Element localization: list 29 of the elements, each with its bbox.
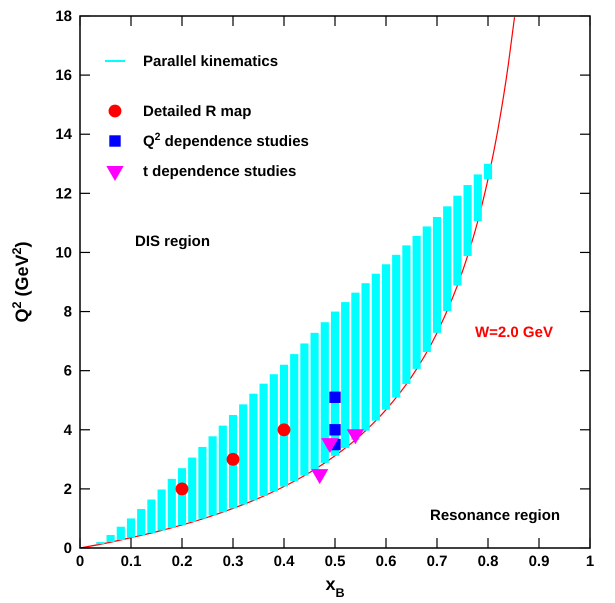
y-tick-label: 14 [55,126,73,144]
legend-label: Parallel kinematics [143,53,278,70]
y-tick-label: 12 [55,185,72,202]
legend-label: Detailed R map [143,103,252,120]
x-tick-label: 1 [586,553,594,570]
y-tick-label: 6 [64,362,72,380]
y-tick-label: 0 [64,540,72,557]
y-tick-label: 16 [55,67,72,84]
x-tick-label: 0.5 [324,553,346,570]
x-tick-label: 0.7 [426,553,448,570]
x-axis-title: x$_{B}$ [325,574,345,600]
x-tick-label: 0.3 [222,553,244,570]
x-tick-label: 0.1 [120,553,142,570]
annotation: Resonance region [430,507,560,524]
x-tick-label: 0.4 [274,553,296,570]
y-tick-label: 18 [55,8,72,25]
x-tick-label: 0.6 [376,553,396,570]
y-tick-label: 10 [55,244,72,262]
y-tick-label: 4 [64,422,73,439]
legend-label: t dependence studies [143,163,296,180]
annotation: DIS region [135,233,210,250]
x-tick-label: 0 [76,553,84,570]
text: W=2.0 GeV [475,324,553,341]
x-tick-label: 0.2 [172,553,192,570]
y-tick-label: 8 [64,304,72,321]
y-tick-label: 2 [64,480,72,498]
x-tick-label: 0.9 [528,553,550,570]
legend-label: Q$^{2}$ dependence studies [143,131,309,150]
x-tick-label: 0.8 [478,553,498,570]
